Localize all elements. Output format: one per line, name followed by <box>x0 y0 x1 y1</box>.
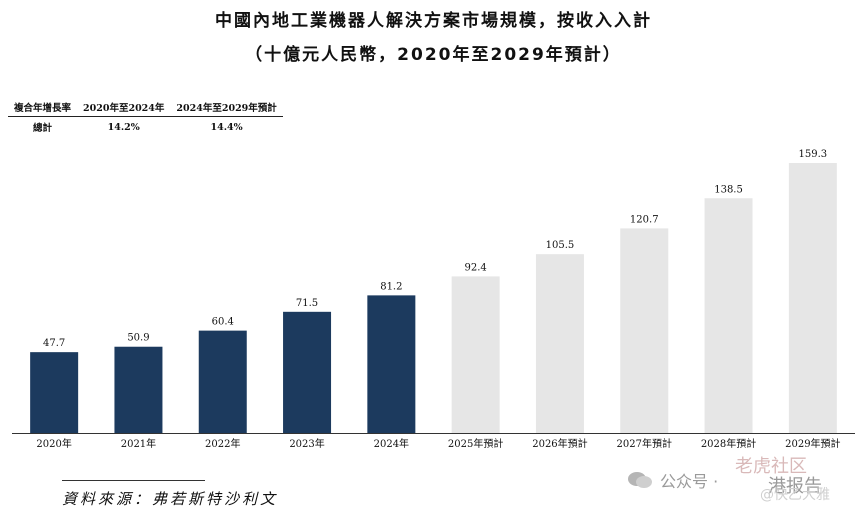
data-label-2020年: 47.7 <box>43 338 65 349</box>
x-tick-label-2029年預計: 2029年預計 <box>785 437 840 450</box>
x-tick-label-2024年: 2024年 <box>374 437 409 450</box>
cagr-table: 複合年增長率 2020年至2024年 2024年至2029年預計 總計 14.2… <box>8 98 283 134</box>
source-note: 資料來源：弗若斯特沙利文 <box>62 490 279 508</box>
x-tick-label-2023年: 2023年 <box>289 437 324 450</box>
chart-title: 中國內地工業機器人解決方案市場規模，按收入入計 <box>215 11 652 31</box>
bar-2026年預計 <box>535 254 584 433</box>
cagr-value-2024-2029: 14.4% <box>210 121 243 133</box>
bar-2020年 <box>30 352 79 433</box>
watermark-brand: 老虎社区 <box>735 456 807 477</box>
cagr-value-2020-2024: 14.2% <box>107 121 140 133</box>
bar-2029年預計 <box>788 163 837 433</box>
bar-2022年 <box>198 330 247 433</box>
bar-2023年 <box>283 311 332 433</box>
wechat-icon <box>628 472 652 488</box>
data-label-2022年: 60.4 <box>212 317 234 328</box>
bar-2027年預計 <box>620 228 669 433</box>
cagr-header-2024-2029: 2024年至2029年預計 <box>170 98 283 117</box>
cagr-header-label: 複合年增長率 <box>8 98 78 117</box>
bar-2021年 <box>114 346 163 433</box>
bar-2028年預計 <box>704 198 753 433</box>
data-label-2028年預計: 138.5 <box>714 184 743 195</box>
watermark-user: @快乙大雅 <box>760 487 830 503</box>
cagr-header-2020-2024: 2020年至2024年 <box>77 98 171 117</box>
data-label-2023年: 71.5 <box>296 298 318 309</box>
data-label-2024年: 81.2 <box>380 281 402 292</box>
bar-2024年 <box>367 295 416 433</box>
x-tick-label-2028年預計: 2028年預計 <box>701 437 756 450</box>
chart-subtitle: （十億元人民幣，2020年至2029年預計） <box>245 45 622 65</box>
data-label-2026年預計: 105.5 <box>546 240 575 251</box>
x-tick-label-2027年預計: 2027年預計 <box>617 437 672 450</box>
x-tick-label-2020年: 2020年 <box>36 437 71 450</box>
x-tick-label-2026年預計: 2026年預計 <box>532 437 587 450</box>
watermark-report: 港报告 <box>768 476 822 497</box>
data-label-2021年: 50.9 <box>127 333 149 344</box>
watermark-wechat: 公众号 · <box>660 472 719 491</box>
x-tick-label-2021年: 2021年 <box>121 437 156 450</box>
cagr-row-label: 總計 <box>33 123 53 134</box>
bar-2025年預計 <box>451 276 500 433</box>
source-divider <box>62 480 205 481</box>
bar-chart: 47.7 2020年 50.9 2021年 60.4 2022年 71.5 2023年 81.2… <box>12 149 855 450</box>
data-label-2025年預計: 92.4 <box>465 262 487 273</box>
data-label-2029年預計: 159.3 <box>799 149 828 160</box>
x-tick-label-2022年: 2022年 <box>205 437 240 450</box>
data-label-2027年預計: 120.7 <box>630 214 659 225</box>
x-tick-label-2025年預計: 2025年預計 <box>448 437 503 450</box>
